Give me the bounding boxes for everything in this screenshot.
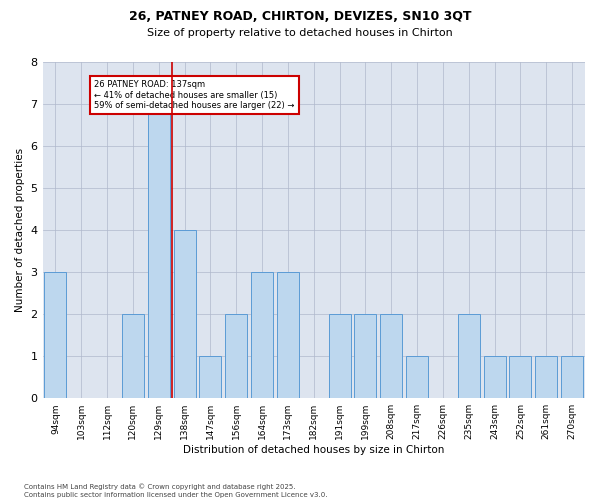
Bar	[199, 356, 221, 398]
Bar	[484, 356, 506, 398]
Bar	[355, 314, 376, 398]
Bar	[535, 356, 557, 398]
Bar	[122, 314, 144, 398]
Bar	[277, 272, 299, 398]
Bar	[406, 356, 428, 398]
Bar	[329, 314, 350, 398]
Bar	[251, 272, 273, 398]
Bar	[148, 104, 170, 398]
Y-axis label: Number of detached properties: Number of detached properties	[15, 148, 25, 312]
Bar	[225, 314, 247, 398]
Text: Contains HM Land Registry data © Crown copyright and database right 2025.
Contai: Contains HM Land Registry data © Crown c…	[24, 484, 328, 498]
Text: Size of property relative to detached houses in Chirton: Size of property relative to detached ho…	[147, 28, 453, 38]
Bar	[561, 356, 583, 398]
Bar	[509, 356, 532, 398]
Bar	[380, 314, 402, 398]
X-axis label: Distribution of detached houses by size in Chirton: Distribution of detached houses by size …	[183, 445, 445, 455]
Text: 26 PATNEY ROAD: 137sqm
← 41% of detached houses are smaller (15)
59% of semi-det: 26 PATNEY ROAD: 137sqm ← 41% of detached…	[94, 80, 295, 110]
Text: 26, PATNEY ROAD, CHIRTON, DEVIZES, SN10 3QT: 26, PATNEY ROAD, CHIRTON, DEVIZES, SN10 …	[129, 10, 471, 23]
Bar	[44, 272, 67, 398]
Bar	[173, 230, 196, 398]
Bar	[458, 314, 480, 398]
